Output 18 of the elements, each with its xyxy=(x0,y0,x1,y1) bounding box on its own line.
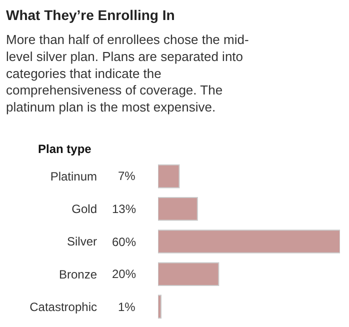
y-tick-label: Silver xyxy=(66,234,97,249)
bar xyxy=(158,262,220,286)
data-label: 1% xyxy=(118,300,136,314)
bar xyxy=(158,196,198,221)
y-tick-label: Platinum xyxy=(50,170,98,184)
y-tick-label: Catastrophic xyxy=(30,300,97,314)
data-label: 13% xyxy=(112,202,136,216)
data-label: 20% xyxy=(112,267,136,281)
y-tick-label: Bronze xyxy=(58,267,98,282)
bar xyxy=(158,294,162,319)
bar xyxy=(158,230,340,254)
data-label: 7% xyxy=(118,169,136,183)
y-axis-title: Plan type xyxy=(38,142,92,156)
data-label: 60% xyxy=(112,235,136,249)
chart-subtitle: More than half of enrollees chose the mid- level silver plan. Plans are separated into categories that indicate the comprehensiveness of coverage. The platinum plan is the most expensive. xyxy=(6,32,249,115)
bar xyxy=(158,164,180,188)
chart-title: What They’re Enrolling In xyxy=(6,7,175,23)
y-tick-label: Gold xyxy=(72,202,97,216)
